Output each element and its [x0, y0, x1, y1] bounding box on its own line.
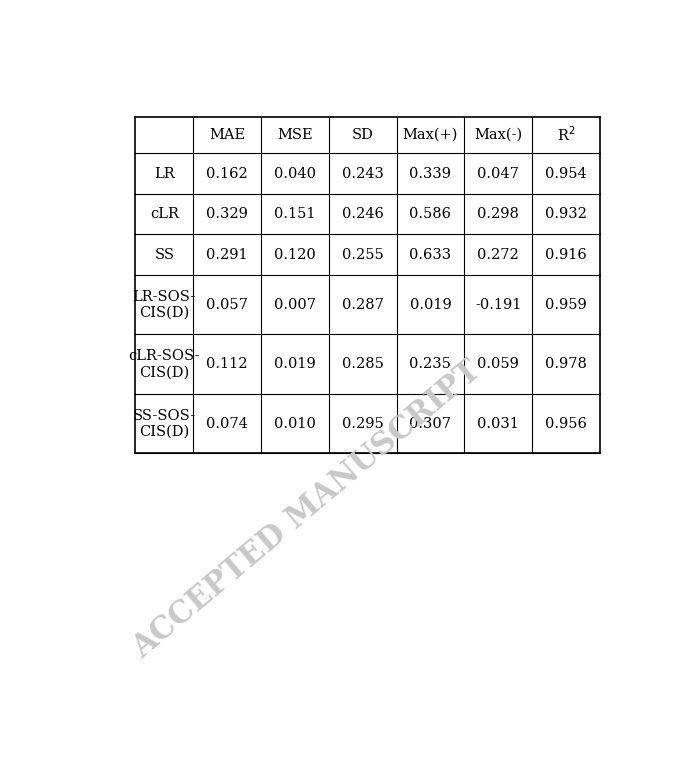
Text: R$^2$: R$^2$ [556, 126, 575, 145]
Text: 0.956: 0.956 [545, 417, 587, 431]
Text: 0.339: 0.339 [409, 167, 452, 181]
Text: 0.298: 0.298 [477, 207, 519, 221]
Text: Max(+): Max(+) [402, 128, 458, 142]
Text: 0.954: 0.954 [545, 167, 587, 181]
Text: 0.932: 0.932 [545, 207, 587, 221]
Text: 0.040: 0.040 [274, 167, 316, 181]
Text: 0.586: 0.586 [409, 207, 452, 221]
Text: 0.007: 0.007 [274, 298, 316, 312]
Text: 0.272: 0.272 [477, 247, 519, 261]
Text: 0.151: 0.151 [274, 207, 316, 221]
Text: 0.959: 0.959 [545, 298, 587, 312]
Text: SS-SOS-
CIS(D): SS-SOS- CIS(D) [133, 409, 196, 439]
Text: MSE: MSE [277, 128, 313, 142]
Text: 0.307: 0.307 [409, 417, 452, 431]
Text: 0.916: 0.916 [545, 247, 587, 261]
Text: 0.246: 0.246 [342, 207, 383, 221]
Text: 0.112: 0.112 [206, 357, 248, 371]
Text: cLR-SOS-
CIS(D): cLR-SOS- CIS(D) [129, 349, 200, 380]
Text: 0.243: 0.243 [342, 167, 383, 181]
Text: 0.162: 0.162 [206, 167, 248, 181]
Text: ACCEPTED MANUSCRIPT: ACCEPTED MANUSCRIPT [127, 355, 487, 664]
Text: 0.120: 0.120 [274, 247, 316, 261]
Text: LR: LR [154, 167, 174, 181]
Text: LR-SOS-
CIS(D): LR-SOS- CIS(D) [133, 290, 196, 320]
Text: 0.978: 0.978 [545, 357, 587, 371]
Text: 0.235: 0.235 [409, 357, 452, 371]
Text: 0.059: 0.059 [477, 357, 519, 371]
Text: 0.047: 0.047 [477, 167, 519, 181]
Text: SD: SD [351, 128, 374, 142]
Text: Max(-): Max(-) [474, 128, 522, 142]
Text: 0.285: 0.285 [342, 357, 383, 371]
Text: 0.255: 0.255 [342, 247, 383, 261]
Text: SS: SS [155, 247, 174, 261]
Text: 0.291: 0.291 [206, 247, 248, 261]
Text: 0.287: 0.287 [342, 298, 383, 312]
Text: 0.295: 0.295 [342, 417, 383, 431]
Text: MAE: MAE [209, 128, 245, 142]
Text: 0.031: 0.031 [477, 417, 519, 431]
Text: cLR: cLR [150, 207, 178, 221]
Text: 0.010: 0.010 [274, 417, 316, 431]
Text: -0.191: -0.191 [475, 298, 521, 312]
Text: 0.074: 0.074 [206, 417, 248, 431]
Text: 0.633: 0.633 [409, 247, 452, 261]
Text: 0.057: 0.057 [206, 298, 248, 312]
Text: 0.019: 0.019 [274, 357, 316, 371]
Text: 0.329: 0.329 [206, 207, 248, 221]
Text: 0.019: 0.019 [409, 298, 452, 312]
